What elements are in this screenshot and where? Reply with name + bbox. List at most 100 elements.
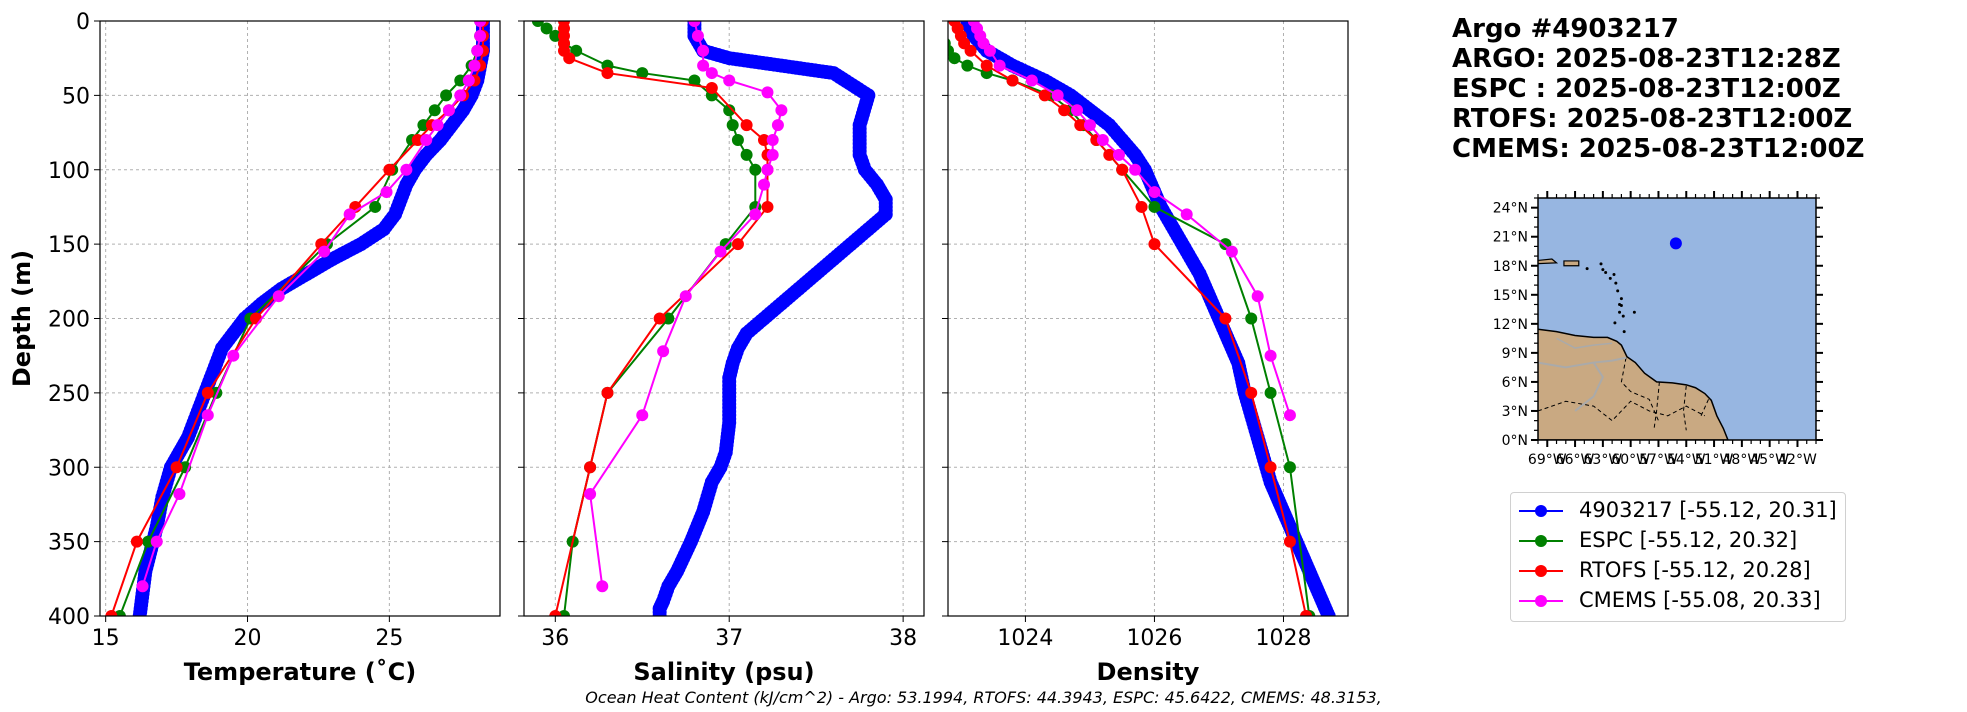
data-point [1283, 535, 1296, 548]
river-line [1574, 362, 1605, 412]
map-lon-label: 48°W [1723, 452, 1762, 468]
data-point [1135, 200, 1148, 213]
map-lon-label: 69°W [1528, 452, 1567, 468]
island [1613, 321, 1617, 325]
border-line [1682, 385, 1687, 431]
map-lon-label: 51°W [1695, 452, 1734, 468]
data-point [1264, 349, 1277, 362]
island [1599, 262, 1603, 266]
espc-time: ESPC : 2025-08-23T12:00Z [1452, 74, 1841, 104]
data-point [1251, 290, 1264, 303]
data-point [420, 134, 433, 146]
data-point [1025, 74, 1038, 87]
data-point [936, 30, 948, 42]
data-point [697, 44, 710, 57]
data-point [662, 312, 675, 325]
border-line [1699, 399, 1709, 418]
data-point [1148, 186, 1161, 199]
south-america-land [1538, 328, 1729, 440]
data-point [462, 74, 475, 87]
data-point [961, 59, 974, 72]
legend-label: CMEMS [-55.08, 20.33] [1579, 588, 1821, 612]
data-point [1283, 461, 1296, 474]
data-point [1148, 238, 1161, 251]
data-point [761, 163, 774, 176]
data-point [130, 535, 143, 548]
data-point [454, 89, 467, 102]
legend-marker [1535, 505, 1547, 517]
data-point [932, 22, 944, 34]
data-point [201, 409, 214, 422]
map-lat-label: 18°N [1493, 259, 1528, 275]
data-point [411, 134, 424, 146]
data-point [150, 535, 163, 548]
island [1621, 314, 1625, 318]
island [1614, 281, 1618, 285]
data-point [1112, 148, 1125, 161]
island [1601, 268, 1605, 272]
legend-marker [1535, 595, 1547, 607]
data-point [980, 59, 993, 72]
cmems-time: CMEMS: 2025-08-23T12:00Z [1452, 134, 1865, 164]
map-lon-label: 54°W [1667, 452, 1706, 468]
map-lon-label: 66°W [1556, 452, 1595, 468]
map-lat-label: 9°N [1502, 346, 1528, 362]
data-point [563, 52, 576, 65]
data-point [758, 134, 770, 146]
data-point [474, 21, 487, 27]
panel-density: 1024 1026 1028 Density [932, 20, 1349, 686]
data-point [383, 163, 396, 176]
data-point [1321, 609, 1336, 616]
data-point [142, 535, 155, 548]
data-point [454, 74, 467, 87]
island [1585, 267, 1589, 271]
data-point [1245, 312, 1258, 325]
series-line-cmems [589, 21, 783, 587]
data-point [1225, 245, 1238, 258]
data-point [540, 22, 553, 35]
data-point [705, 81, 718, 94]
data-point [714, 245, 727, 258]
data-point [1103, 148, 1116, 161]
data-point [531, 21, 544, 27]
map-lat-label: 0°N [1502, 433, 1528, 449]
data-point [679, 290, 692, 303]
data-point [983, 44, 996, 57]
island [1619, 297, 1623, 301]
x-tick-label: 15 [92, 626, 120, 651]
data-point [705, 67, 718, 80]
data-point [636, 409, 649, 422]
data-point [1219, 312, 1232, 325]
data-point [584, 461, 597, 474]
data-point [417, 119, 430, 132]
map-lat-label: 15°N [1493, 288, 1528, 304]
data-point [343, 208, 356, 221]
data-point [369, 200, 382, 213]
y-tick-label: 300 [48, 456, 90, 481]
island [1622, 330, 1626, 334]
data-point [272, 290, 285, 303]
data-point [1283, 409, 1296, 422]
island [1618, 310, 1622, 314]
float-position-marker [1669, 237, 1682, 250]
legend-marker [1535, 565, 1547, 577]
data-point [250, 312, 263, 325]
x-tick-label: 36 [541, 626, 569, 651]
island [1608, 276, 1612, 280]
panel-temperature: 15 20 25050100150200250300350400Temperatur… [48, 10, 501, 686]
data-point [1264, 461, 1277, 474]
hispaniola-land [1538, 258, 1559, 265]
map-lat-label: 24°N [1493, 201, 1528, 217]
data-point [201, 386, 214, 399]
legend-label: RTOFS [-55.12, 20.28] [1579, 558, 1811, 582]
data-point [1074, 119, 1087, 132]
data-point [442, 104, 455, 117]
plot-frame [947, 20, 1349, 617]
data-point [636, 67, 649, 80]
map-lon-label: 60°W [1611, 452, 1650, 468]
island [1618, 302, 1622, 306]
y-tick-label: 400 [48, 605, 90, 630]
y-tick-label: 250 [48, 382, 90, 407]
data-point [697, 59, 710, 72]
map-lon-label: 45°W [1750, 452, 1789, 468]
